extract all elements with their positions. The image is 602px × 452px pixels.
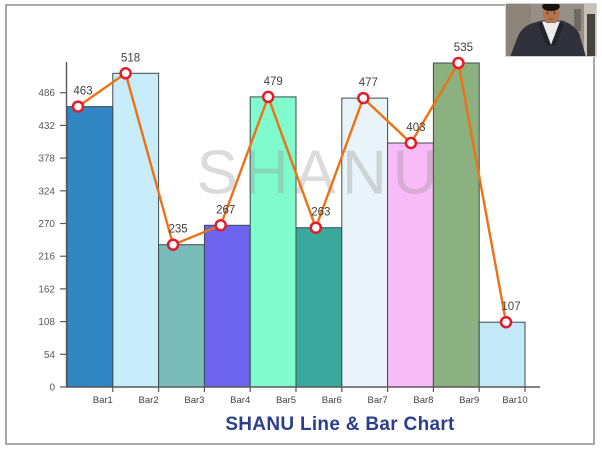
- value-label-Bar7: 477: [359, 77, 378, 89]
- y-tick-label: 270: [38, 219, 55, 230]
- value-label-Bar4: 267: [216, 204, 235, 216]
- marker-Bar9: [452, 56, 465, 70]
- photo-border: [505, 3, 597, 57]
- x-axis-label-Bar5: Bar5: [276, 395, 296, 406]
- value-label-Bar8: 403: [406, 122, 425, 134]
- y-tick-label: 432: [38, 121, 55, 132]
- marker-Bar10: [499, 315, 513, 329]
- photo-figure-mid: [574, 9, 581, 31]
- page-border: [5, 4, 595, 445]
- value-label-Bar5: 479: [264, 76, 283, 88]
- y-tick-label: 324: [38, 186, 55, 197]
- x-axis-label-Bar2: Bar2: [139, 395, 159, 406]
- bar-Bar1: [66, 106, 114, 388]
- bar-Bar10: [478, 321, 526, 388]
- x-axis-label-Bar9: Bar9: [459, 395, 479, 406]
- photo-shirt: [542, 21, 560, 45]
- y-tick-label: 486: [38, 88, 55, 99]
- marker-Bar2: [119, 67, 132, 80]
- x-axis-label-Bar3: Bar3: [184, 395, 204, 406]
- y-tick-label: 54: [44, 350, 56, 361]
- marker-Bar8: [404, 136, 418, 150]
- value-label-Bar10: 107: [501, 301, 520, 313]
- y-tick-label: 216: [38, 252, 55, 263]
- value-label-Bar3: 235: [169, 224, 188, 236]
- bar-Bar3: [158, 244, 205, 388]
- photo-lapel-right: [551, 21, 564, 46]
- photo-figure-right: [587, 14, 595, 57]
- photo-hair: [542, 3, 560, 12]
- chart-title: SHANU Line & Bar Chart: [225, 414, 455, 435]
- x-axis-label-Bar10: Bar10: [502, 395, 527, 406]
- value-label-Bar9: 535: [454, 42, 473, 54]
- marker-Bar3: [166, 238, 180, 251]
- marker-Bar4: [214, 219, 227, 232]
- value-label-Bar1: 463: [73, 86, 92, 98]
- bar-Bar9: [432, 62, 480, 388]
- bar-Bar6: [295, 227, 343, 388]
- bar-Bar2: [112, 72, 160, 388]
- x-axis-label-Bar4: Bar4: [230, 395, 250, 406]
- marker-Bar1: [71, 100, 85, 113]
- x-axis-label-Bar8: Bar8: [413, 395, 433, 406]
- value-label-Bar2: 518: [121, 52, 140, 64]
- x-axis-label-Bar6: Bar6: [322, 395, 342, 406]
- marker-Bar6: [309, 221, 323, 234]
- photo-eye-right: [553, 12, 556, 14]
- photo-mouth: [548, 18, 554, 20]
- y-tick-label: 0: [49, 383, 55, 394]
- x-axis-label-Bar7: Bar7: [368, 395, 388, 406]
- watermark-text: SHANU: [196, 139, 443, 208]
- bar-Bar7: [341, 97, 389, 388]
- y-tick-label: 162: [38, 284, 55, 295]
- x-axis-label-Bar1: Bar1: [93, 395, 113, 406]
- bar-Bar4: [203, 224, 251, 388]
- marker-Bar5: [261, 90, 275, 104]
- value-label-Bar6: 263: [311, 207, 330, 219]
- photo-lapel-left: [538, 21, 551, 46]
- y-tick-label: 378: [38, 154, 55, 165]
- photo-eye-left: [546, 12, 549, 14]
- y-tick-label: 108: [38, 317, 55, 328]
- line-series: [76, 61, 508, 324]
- profile-photo: [505, 3, 597, 57]
- marker-Bar7: [357, 91, 370, 105]
